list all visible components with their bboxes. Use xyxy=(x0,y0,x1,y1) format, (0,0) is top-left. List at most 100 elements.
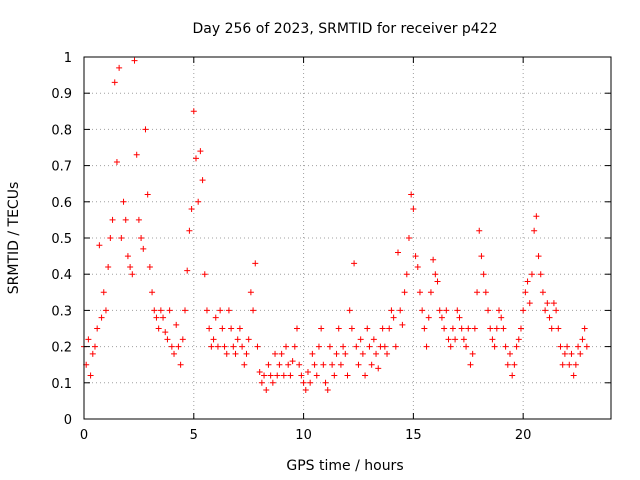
x-tick-label: 5 xyxy=(190,428,198,443)
data-point xyxy=(285,361,292,368)
data-point xyxy=(236,325,243,332)
grid xyxy=(84,57,611,419)
y-tick-label: 0 xyxy=(64,413,72,428)
data-point xyxy=(296,361,303,368)
data-point xyxy=(221,343,228,350)
data-point xyxy=(135,216,142,223)
data-point xyxy=(122,216,129,223)
data-point xyxy=(175,343,182,350)
data-point xyxy=(480,271,487,278)
data-point xyxy=(182,307,189,314)
data-point xyxy=(535,253,542,260)
data-point xyxy=(228,325,235,332)
data-point xyxy=(489,336,496,343)
data-point xyxy=(113,158,120,165)
data-point xyxy=(289,358,296,365)
data-point xyxy=(87,372,94,379)
data-point xyxy=(458,325,465,332)
data-point xyxy=(449,325,456,332)
data-point xyxy=(201,271,208,278)
data-point xyxy=(195,198,202,205)
data-point xyxy=(142,126,149,133)
data-point xyxy=(243,350,250,357)
data-point xyxy=(425,314,432,321)
data-point xyxy=(293,325,300,332)
y-tick-label: 0.6 xyxy=(51,196,72,211)
data-point xyxy=(463,343,470,350)
data-point xyxy=(416,289,423,296)
data-point xyxy=(511,361,518,368)
data-point xyxy=(197,148,204,155)
data-point xyxy=(447,343,454,350)
data-point xyxy=(432,271,439,278)
data-point xyxy=(408,191,415,198)
data-point xyxy=(533,213,540,220)
data-point xyxy=(98,314,105,321)
data-point xyxy=(188,206,195,213)
data-point xyxy=(548,325,555,332)
data-point xyxy=(225,307,232,314)
data-point xyxy=(276,361,283,368)
data-point xyxy=(309,350,316,357)
data-point xyxy=(575,343,582,350)
data-point xyxy=(109,216,116,223)
data-point xyxy=(348,325,355,332)
data-point xyxy=(550,300,557,307)
data-point xyxy=(340,343,347,350)
x-tick-label: 0 xyxy=(80,428,88,443)
data-point xyxy=(390,314,397,321)
data-point xyxy=(469,350,476,357)
data-point xyxy=(579,336,586,343)
data-point xyxy=(577,350,584,357)
y-axis-label: SRMTID / TECUs xyxy=(6,182,22,295)
data-point xyxy=(151,307,158,314)
data-point xyxy=(208,343,215,350)
data-point xyxy=(581,325,588,332)
data-point xyxy=(572,361,579,368)
data-point xyxy=(107,235,114,241)
data-point xyxy=(467,361,474,368)
data-point xyxy=(441,325,448,332)
data-point xyxy=(399,321,406,328)
data-point xyxy=(214,343,221,350)
data-point xyxy=(144,191,151,198)
data-point xyxy=(423,343,430,350)
data-point xyxy=(245,336,252,343)
data-point xyxy=(513,343,520,350)
data-point xyxy=(454,307,461,314)
data-point xyxy=(331,372,338,379)
data-point xyxy=(287,372,294,379)
data-point xyxy=(302,387,309,394)
data-point xyxy=(272,350,279,357)
data-point xyxy=(274,372,281,379)
data-point xyxy=(324,387,331,394)
data-point xyxy=(199,177,206,184)
x-tick-label: 15 xyxy=(405,428,422,443)
data-point xyxy=(498,314,505,321)
data-point xyxy=(434,278,441,285)
y-tick-label: 0.2 xyxy=(51,341,72,356)
data-point xyxy=(474,289,481,296)
data-point xyxy=(364,325,371,332)
data-point xyxy=(476,227,483,234)
data-point xyxy=(539,289,546,296)
data-point xyxy=(368,361,375,368)
data-point xyxy=(280,372,287,379)
data-point xyxy=(318,325,325,332)
data-point xyxy=(379,325,386,332)
data-point xyxy=(155,325,162,332)
data-point xyxy=(102,307,109,314)
data-point xyxy=(403,271,410,278)
data-point xyxy=(496,307,503,314)
data-point xyxy=(566,361,573,368)
data-point xyxy=(386,325,393,332)
data-point xyxy=(557,343,564,350)
data-point xyxy=(366,343,373,350)
data-point xyxy=(269,379,276,386)
data-point xyxy=(412,253,419,260)
data-point xyxy=(493,325,500,332)
data-point xyxy=(149,289,156,296)
data-point xyxy=(131,57,138,64)
data-point xyxy=(544,300,551,307)
